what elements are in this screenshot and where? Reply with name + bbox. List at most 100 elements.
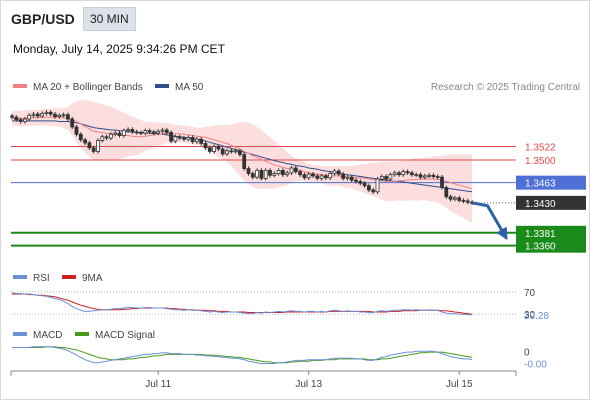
candle — [431, 173, 436, 179]
candle — [371, 187, 376, 194]
level-label-box — [516, 195, 586, 210]
ma20-legend-label: MA 20 + Bollinger Bands — [33, 82, 143, 93]
candle-body — [53, 113, 57, 117]
candle-body — [358, 181, 363, 184]
x-tick-label: Jul 13 — [295, 379, 322, 390]
candle-body — [134, 131, 139, 134]
candle — [100, 134, 105, 143]
candle-body — [392, 172, 397, 176]
macd-line — [12, 346, 473, 364]
forecast-arrow-shaft — [471, 201, 508, 240]
candle — [255, 168, 260, 180]
candle — [427, 173, 432, 179]
candle-body — [83, 139, 87, 144]
candle-body — [203, 143, 208, 149]
candle — [457, 195, 462, 203]
candle-body — [164, 129, 169, 133]
candle-body — [147, 130, 152, 133]
candle-body — [48, 111, 53, 115]
candle — [341, 171, 346, 181]
candle — [10, 113, 14, 120]
candle-body — [242, 154, 247, 169]
candle-body — [255, 170, 260, 178]
candle-body — [117, 132, 122, 136]
candle-body — [160, 129, 165, 132]
candle — [435, 174, 440, 180]
candle — [53, 111, 57, 119]
macd-signal-line — [12, 346, 473, 364]
candle-body — [10, 115, 14, 118]
candle-body — [130, 129, 135, 133]
macd-legend-swatch — [13, 332, 27, 336]
candle — [22, 116, 27, 124]
candle — [126, 127, 130, 133]
candle — [452, 195, 457, 202]
rsi-tick-label: 70 — [524, 288, 536, 299]
candle-body — [349, 176, 354, 181]
candle — [379, 174, 384, 182]
candle-body — [66, 114, 70, 120]
candle — [87, 140, 92, 150]
candle-body — [280, 170, 285, 176]
candle-body — [74, 126, 79, 135]
candle — [91, 145, 96, 154]
timeframe-badge[interactable]: 30 MIN — [83, 7, 136, 31]
candle-body — [126, 129, 130, 132]
candle-body — [246, 168, 251, 174]
candle — [169, 130, 174, 144]
candle-body — [323, 175, 328, 179]
candle — [57, 113, 62, 119]
candle — [315, 173, 320, 181]
candle — [268, 168, 272, 178]
level-label: 1.3522 — [525, 143, 556, 154]
candle — [216, 144, 221, 152]
candle-body — [418, 174, 423, 178]
candle — [263, 168, 268, 181]
candle — [70, 116, 75, 130]
candle-body — [293, 167, 298, 173]
candle — [422, 173, 427, 180]
candle-body — [388, 174, 393, 180]
candle — [401, 169, 406, 177]
candle-body — [113, 132, 118, 135]
candle — [212, 144, 217, 154]
candle — [35, 111, 40, 119]
candle-body — [302, 174, 307, 179]
candle — [121, 128, 126, 138]
candle — [250, 171, 255, 180]
candle-body — [237, 150, 242, 155]
candle — [414, 172, 419, 177]
candle — [48, 110, 53, 117]
level-label-pointer — [516, 175, 521, 190]
candle — [164, 127, 169, 135]
candle — [332, 168, 337, 176]
candle — [109, 132, 113, 141]
candle-body — [401, 171, 406, 176]
candle-body — [212, 146, 217, 152]
candle — [225, 148, 229, 157]
candle-body — [31, 113, 36, 116]
candle — [276, 168, 281, 176]
candle — [27, 113, 32, 122]
candle — [31, 111, 36, 118]
candle-body — [332, 170, 337, 174]
candle-body — [311, 173, 315, 177]
x-tick-label: Jul 15 — [446, 379, 473, 390]
candle-body — [427, 174, 432, 177]
candle-body — [156, 130, 161, 134]
candle — [259, 168, 264, 181]
candle-body — [199, 138, 204, 144]
candle — [392, 170, 397, 177]
candle-body — [27, 114, 32, 120]
candle-body — [276, 170, 281, 174]
candle — [388, 172, 393, 182]
candle-body — [263, 170, 268, 179]
candle — [186, 135, 191, 142]
candle — [229, 148, 234, 154]
candle-body — [362, 182, 367, 187]
moving-averages — [12, 116, 473, 193]
candle-body — [121, 130, 126, 136]
candle-body — [272, 173, 277, 176]
candle — [237, 148, 242, 157]
